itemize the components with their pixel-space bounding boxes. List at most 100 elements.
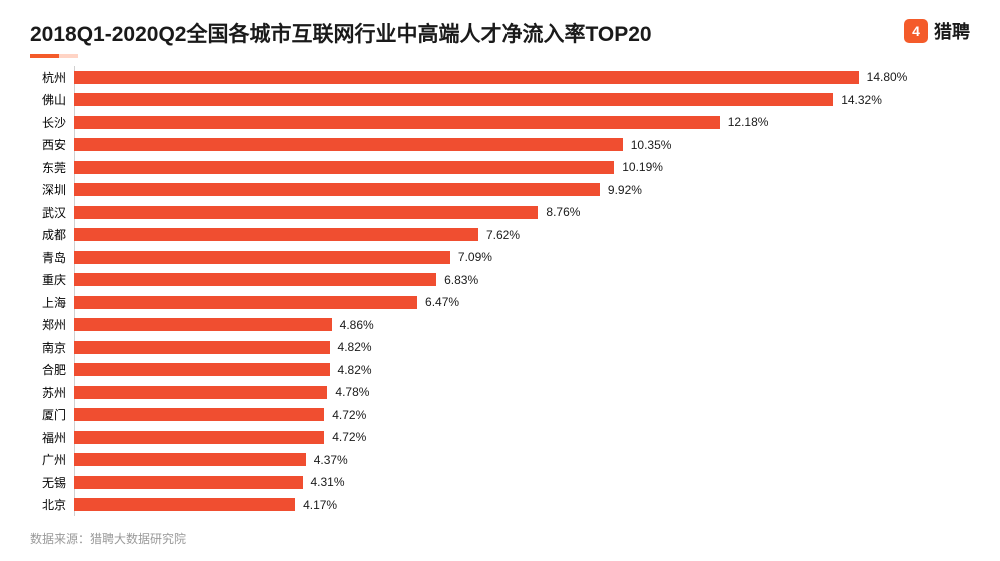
category-label: 福州 <box>30 429 74 446</box>
bar-track: 7.09% <box>74 246 970 269</box>
bar <box>74 251 450 264</box>
chart-row: 福州 4.72% <box>30 426 970 449</box>
chart-row: 青岛 7.09% <box>30 246 970 269</box>
value-label: 4.72% <box>324 430 366 444</box>
value-label: 4.31% <box>303 475 345 489</box>
chart-row: 苏州 4.78% <box>30 381 970 404</box>
bar <box>74 138 623 151</box>
data-source: 数据来源：猎聘大数据研究院 <box>30 530 186 547</box>
accent-secondary <box>59 54 78 58</box>
bar-track: 4.82% <box>74 336 970 359</box>
category-label: 上海 <box>30 294 74 311</box>
category-label: 合肥 <box>30 361 74 378</box>
bar-track: 4.78% <box>74 381 970 404</box>
accent-primary <box>30 54 59 58</box>
value-label: 6.83% <box>436 273 478 287</box>
chart-row: 合肥4.82% <box>30 359 970 382</box>
bar-track: 8.76% <box>74 201 970 224</box>
chart-row: 上海6.47% <box>30 291 970 314</box>
category-label: 佛山 <box>30 91 74 108</box>
bar <box>74 116 720 129</box>
bar-track: 4.86% <box>74 314 970 337</box>
value-label: 10.19% <box>614 160 663 174</box>
chart-row: 重庆 6.83% <box>30 269 970 292</box>
value-label: 10.35% <box>623 138 672 152</box>
bar <box>74 431 324 444</box>
category-label: 深圳 <box>30 181 74 198</box>
chart-row: 南京4.82% <box>30 336 970 359</box>
bar <box>74 408 324 421</box>
value-label: 14.80% <box>859 70 908 84</box>
bar <box>74 318 332 331</box>
bar <box>74 93 833 106</box>
chart-row: 郑州 4.86% <box>30 314 970 337</box>
chart-row: 北京 4.17% <box>30 494 970 517</box>
bar-track: 12.18% <box>74 111 970 134</box>
chart-row: 厦门 4.72% <box>30 404 970 427</box>
value-label: 7.09% <box>450 250 492 264</box>
bar <box>74 341 330 354</box>
bar-track: 4.72% <box>74 426 970 449</box>
bar-track: 4.37% <box>74 449 970 472</box>
value-label: 9.92% <box>600 183 642 197</box>
chart-row: 东莞 10.19% <box>30 156 970 179</box>
bar <box>74 453 306 466</box>
bar <box>74 71 859 84</box>
value-label: 7.62% <box>478 228 520 242</box>
bar-track: 6.47% <box>74 291 970 314</box>
bar-track: 6.83% <box>74 269 970 292</box>
bar <box>74 206 538 219</box>
category-label: 青岛 <box>30 249 74 266</box>
bar <box>74 476 303 489</box>
value-label: 8.76% <box>538 205 580 219</box>
value-label: 4.86% <box>332 318 374 332</box>
chart-row: 西安 10.35% <box>30 134 970 157</box>
chart-row: 无锡 4.31% <box>30 471 970 494</box>
value-label: 14.32% <box>833 93 882 107</box>
bar <box>74 228 478 241</box>
value-label: 4.17% <box>295 498 337 512</box>
category-label: 广州 <box>30 451 74 468</box>
category-label: 厦门 <box>30 406 74 423</box>
bar-track: 7.62% <box>74 224 970 247</box>
chart-row: 杭州 14.80% <box>30 66 970 89</box>
page-title: 2018Q1-2020Q2全国各城市互联网行业中高端人才净流入率TOP20 <box>30 18 652 48</box>
category-label: 郑州 <box>30 316 74 333</box>
chart-row: 佛山 14.32% <box>30 89 970 112</box>
category-label: 杭州 <box>30 69 74 86</box>
value-label: 4.72% <box>324 408 366 422</box>
bar-track: 4.31% <box>74 471 970 494</box>
bar <box>74 296 417 309</box>
chart-row: 成都 7.62% <box>30 224 970 247</box>
value-label: 4.82% <box>330 340 372 354</box>
category-label: 东莞 <box>30 159 74 176</box>
bar <box>74 161 614 174</box>
bar <box>74 498 295 511</box>
value-label: 4.78% <box>327 385 369 399</box>
bar-track: 4.17% <box>74 494 970 517</box>
chart-row: 深圳 9.92% <box>30 179 970 202</box>
bar-chart: 杭州 14.80% 佛山 14.32% 长沙 12.18% 西安 10.35% 东莞 10.19%… <box>30 66 970 516</box>
brand-icon: 4 <box>904 19 928 43</box>
bar <box>74 386 327 399</box>
category-label: 西安 <box>30 136 74 153</box>
bar-track: 4.72% <box>74 404 970 427</box>
brand-name: 猎聘 <box>934 18 970 44</box>
category-label: 北京 <box>30 496 74 513</box>
category-label: 长沙 <box>30 114 74 131</box>
category-label: 成都 <box>30 226 74 243</box>
bar-track: 4.82% <box>74 359 970 382</box>
bar-track: 14.32% <box>74 89 970 112</box>
category-label: 重庆 <box>30 271 74 288</box>
accent-underline <box>30 54 78 58</box>
brand: 4 猎聘 <box>904 18 970 44</box>
value-label: 12.18% <box>720 115 769 129</box>
bar <box>74 363 330 376</box>
category-label: 苏州 <box>30 384 74 401</box>
bar-track: 10.19% <box>74 156 970 179</box>
value-label: 4.37% <box>306 453 348 467</box>
chart-row: 武汉8.76% <box>30 201 970 224</box>
chart-row: 长沙 12.18% <box>30 111 970 134</box>
category-label: 无锡 <box>30 474 74 491</box>
bar <box>74 183 600 196</box>
